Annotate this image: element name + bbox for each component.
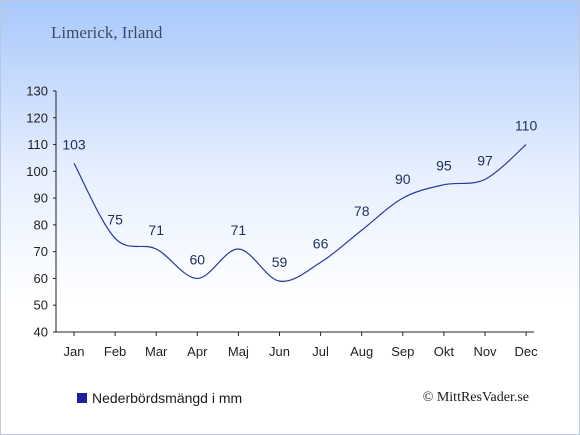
legend-label: Nederbördsmängd i mm (92, 390, 243, 406)
data-label: 103 (62, 136, 86, 152)
x-tick-label: Apr (187, 344, 208, 359)
y-tick-label: 60 (34, 271, 48, 286)
x-tick-label: Okt (434, 344, 455, 359)
y-tick-label: 80 (34, 217, 48, 232)
x-tick-label: Dec (515, 344, 539, 359)
legend-swatch (77, 393, 87, 403)
data-label: 95 (436, 158, 452, 174)
x-tick-label: Aug (350, 344, 373, 359)
series-layer (73, 144, 527, 282)
data-label: 59 (272, 254, 288, 270)
y-tick-label: 100 (26, 164, 48, 179)
data-label: 97 (477, 152, 493, 168)
data-label: 71 (148, 222, 164, 238)
x-tick-label: Jun (269, 344, 290, 359)
credit-text: © MittResVader.se (422, 390, 529, 405)
y-tick-label: 70 (34, 244, 48, 259)
x-tick-label: Sep (391, 344, 414, 359)
y-axis: 40 50 60 70 80 90 100 110 120 130 (26, 84, 57, 340)
y-tick-label: 130 (26, 84, 48, 99)
x-tick-label: Mar (145, 344, 168, 359)
x-tick-label: Nov (473, 344, 497, 359)
y-tick-label: 40 (34, 325, 48, 340)
data-label: 66 (313, 235, 329, 251)
data-label: 90 (395, 171, 411, 187)
chart-subtitle: Limerick, Irland (51, 23, 163, 42)
data-label: 60 (190, 251, 206, 267)
data-label: 110 (515, 118, 538, 134)
x-tick-label: Feb (104, 344, 126, 359)
data-labels: 103 75 71 60 71 59 66 78 90 95 97 110 (62, 118, 537, 271)
legend: Nederbördsmängd i mm (77, 390, 242, 406)
data-label: 75 (107, 211, 123, 227)
x-tick-label: Jul (312, 344, 329, 359)
x-tick-label: Maj (228, 344, 249, 359)
y-tick-label: 50 (34, 298, 48, 313)
data-label: 71 (231, 222, 247, 238)
x-axis: Jan Feb Mar Apr Maj Jun Jul Aug Sep Okt Nov Dec (56, 331, 539, 359)
y-tick-label: 110 (27, 137, 48, 152)
x-tick-label: Jan (64, 344, 85, 359)
data-label: 78 (354, 203, 370, 219)
y-tick-label: 90 (34, 191, 48, 206)
y-tick-label: 120 (26, 110, 48, 125)
series-line (73, 144, 527, 282)
